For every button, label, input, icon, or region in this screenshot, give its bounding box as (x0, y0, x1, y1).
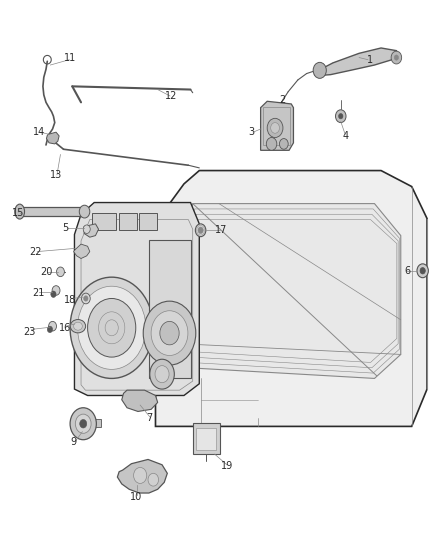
Circle shape (271, 123, 279, 133)
Circle shape (150, 359, 174, 389)
Circle shape (195, 224, 206, 237)
Bar (193, 423, 220, 454)
Circle shape (49, 321, 57, 331)
Polygon shape (46, 132, 59, 144)
Bar (149, 240, 191, 378)
Circle shape (336, 110, 346, 123)
Text: 18: 18 (64, 295, 76, 304)
Circle shape (313, 62, 326, 78)
Circle shape (84, 296, 88, 301)
Bar (94, 419, 101, 427)
Polygon shape (261, 101, 293, 150)
Text: 7: 7 (146, 414, 152, 423)
Circle shape (160, 321, 179, 345)
Circle shape (88, 298, 136, 357)
Circle shape (417, 264, 428, 278)
Circle shape (198, 227, 203, 233)
Text: 15: 15 (12, 208, 25, 218)
Text: 20: 20 (40, 267, 52, 277)
Text: 1: 1 (367, 55, 373, 64)
Circle shape (75, 414, 91, 433)
Circle shape (267, 118, 283, 138)
Bar (92, 213, 116, 230)
Text: 12: 12 (165, 91, 177, 101)
Circle shape (79, 205, 90, 218)
Polygon shape (182, 204, 401, 378)
Bar (74, 419, 81, 427)
Text: 17: 17 (215, 225, 227, 235)
Text: 10: 10 (130, 492, 142, 502)
Circle shape (143, 301, 196, 365)
Text: 6: 6 (404, 266, 410, 276)
Circle shape (57, 267, 64, 277)
Text: 5: 5 (62, 223, 68, 233)
Text: 3: 3 (249, 127, 255, 137)
Circle shape (80, 419, 87, 428)
Circle shape (394, 55, 399, 60)
Bar (20, 207, 83, 216)
Circle shape (83, 225, 90, 233)
Circle shape (266, 138, 277, 150)
Text: 23: 23 (24, 327, 36, 336)
Polygon shape (122, 390, 158, 411)
Text: 13: 13 (50, 170, 62, 180)
Bar (119, 213, 137, 230)
Text: 22: 22 (30, 247, 42, 256)
Polygon shape (74, 244, 90, 259)
Bar (196, 428, 216, 450)
Text: 4: 4 (343, 131, 349, 141)
Circle shape (134, 467, 147, 483)
Ellipse shape (70, 320, 86, 333)
Circle shape (339, 114, 343, 119)
Ellipse shape (15, 204, 25, 219)
Ellipse shape (74, 322, 82, 330)
Text: 16: 16 (59, 323, 71, 333)
Text: 2: 2 (279, 95, 286, 105)
Circle shape (391, 51, 402, 64)
Circle shape (279, 139, 288, 149)
Circle shape (420, 268, 425, 274)
Circle shape (148, 473, 159, 486)
Text: 9: 9 (71, 438, 77, 447)
Polygon shape (74, 203, 199, 395)
Polygon shape (84, 224, 99, 237)
Bar (139, 213, 157, 230)
Circle shape (52, 286, 60, 295)
Text: 14: 14 (33, 127, 46, 137)
Circle shape (151, 311, 188, 356)
Circle shape (51, 291, 56, 297)
Circle shape (70, 408, 96, 440)
Text: 19: 19 (221, 462, 233, 471)
Circle shape (155, 366, 169, 383)
Polygon shape (117, 459, 167, 493)
Text: 21: 21 (32, 288, 45, 298)
Polygon shape (155, 171, 427, 426)
Bar (263, 107, 290, 145)
Circle shape (70, 277, 153, 378)
Circle shape (47, 326, 53, 333)
Polygon shape (314, 48, 399, 76)
Circle shape (78, 286, 146, 369)
Text: 11: 11 (64, 53, 76, 62)
Circle shape (81, 293, 90, 304)
